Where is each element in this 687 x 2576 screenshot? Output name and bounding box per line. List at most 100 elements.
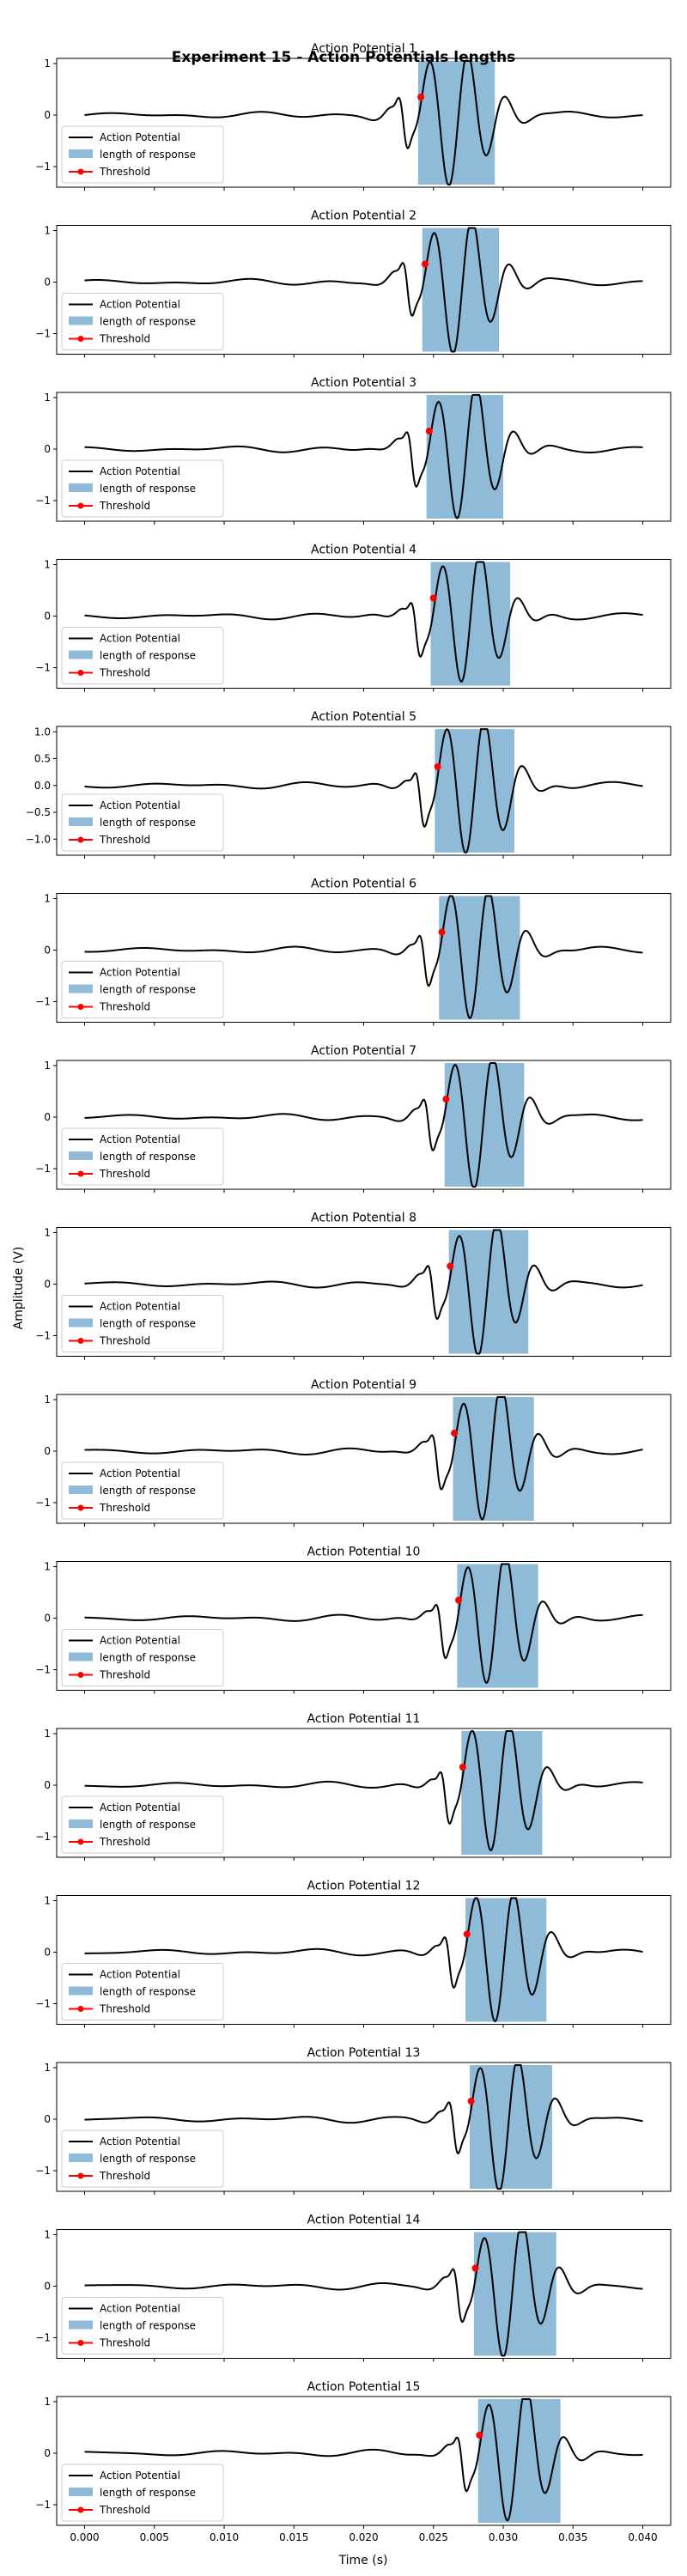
y-tick-label: 0 [44,2113,51,2125]
subplot-3: Action Potential 3 −1 0 1 Action Potential le… [35,376,672,525]
subplot-title: Action Potential 12 [307,1880,421,1893]
subplot-title: Action Potential 6 [311,878,416,891]
legend-span-swatch [69,1820,93,1828]
legend: Action Potential length of response Thresh… [61,627,224,684]
subplot-8: Action Potential 8 −1 0 1 Action Potential le… [35,1212,672,1360]
subplot-10: Action Potential 10 −1 0 1 Action Potential l… [35,1546,672,1694]
legend-label: Action Potential [100,2470,180,2482]
y-tick-label: −1 [35,1664,51,1676]
action-potential-trace [84,227,643,353]
legend-label: length of response [100,1986,196,1998]
response-span [470,2065,552,2189]
legend-label: length of response [100,1485,196,1497]
legend-threshold-marker [77,2006,84,2012]
y-tick-label: 1 [44,1561,51,1573]
legend-box [61,2297,224,2354]
legend-threshold-marker [77,1672,84,1678]
legend-label: Action Potential [100,967,180,979]
legend-span-swatch [69,2488,93,2496]
legend-threshold-marker [77,1004,84,1010]
legend-box [61,793,224,852]
legend: Action Potential length of response Thresh… [61,1629,224,1686]
legend-label: Threshold [99,1001,150,1013]
threshold-marker [455,1596,462,1604]
y-tick-label: 0 [44,1279,51,1291]
y-tick-label: −1 [35,1497,51,1509]
legend-box [61,1461,224,1520]
subplot-title: Action Potential 5 [311,710,416,724]
legend: Action Potential length of response Thresh… [61,1295,224,1352]
legend-span-swatch [69,984,93,993]
y-tick-label: 0 [44,109,51,121]
legend: Action Potential length of response Thresh… [61,1127,224,1186]
legend-box [61,961,224,1018]
legend: Action Potential length of response Thresh… [61,1795,224,1854]
legend-threshold-marker [77,1170,84,1177]
threshold-marker [438,928,446,936]
y-tick-label: 1 [44,559,51,571]
y-tick-label: −1 [35,2332,51,2344]
subplot-title: Action Potential 4 [311,544,416,557]
threshold-marker [425,428,433,434]
legend: Action Potential length of response Thresh… [61,459,224,518]
threshold-marker [459,1764,466,1771]
legend-threshold-marker [77,1838,84,1845]
legend-label: Threshold [99,500,150,512]
y-tick-label: 0.0 [34,780,51,792]
action-potential-trace [84,1229,643,1355]
y-tick-label: 0 [44,2281,51,2293]
threshold-marker [471,2264,479,2272]
response-span [426,395,503,519]
subplot-5: Action Potential 5 −1.0 −0.5 0.0 0.5 1.0 Actio… [26,710,672,859]
y-tick-label: −1 [35,1998,51,2010]
legend-box [61,293,224,350]
x-axis-label: Time (s) [338,2554,388,2567]
y-tick-label: 0 [44,1613,51,1625]
y-tick-label: −1 [35,495,51,507]
legend-span-swatch [69,2154,93,2162]
subplot-stack: Action Potential 1 −1 0 1 Action Potential le… [26,42,672,2543]
action-potential-trace [84,2231,643,2357]
threshold-marker [417,94,425,100]
legend-threshold-marker [77,1504,84,1511]
subplot-title: Action Potential 1 [311,42,416,56]
response-span [473,2232,556,2356]
legend-threshold-marker [77,670,84,676]
y-tick-label: −1 [35,328,51,340]
threshold-marker [451,1430,459,1437]
action-potential-trace [84,728,643,854]
action-potential-trace [84,895,643,1019]
action-potential-trace [84,2398,643,2522]
legend: Action Potential length of response Thresh… [61,125,224,184]
subplot-7: Action Potential 7 −1 0 1 Action Potential le… [35,1044,672,1193]
legend-label: Action Potential [100,2303,180,2315]
y-tick-label: 0.5 [34,753,51,765]
legend-box [61,1629,224,1686]
legend: Action Potential length of response Thresh… [61,2297,224,2354]
legend-threshold-marker [77,2506,84,2513]
subplot-14: Action Potential 14 −1 0 1 Action Potential l… [35,2214,672,2362]
legend-label: Threshold [99,1669,150,1681]
legend-box [61,1795,224,1854]
legend-label: Action Potential [100,1301,180,1313]
subplot-title: Action Potential 7 [311,1044,416,1058]
figure-suptitle: Experiment 15 - Action Potentials length… [172,49,515,66]
legend-label: Threshold [99,333,150,345]
threshold-marker [442,1096,450,1103]
legend: Action Potential length of response Thresh… [61,293,224,350]
legend-label: Action Potential [100,299,180,311]
y-tick-label: 0 [44,611,51,623]
x-tick-label: 0.020 [349,2531,378,2543]
legend: Action Potential length of response Thresh… [61,2464,224,2522]
threshold-marker [476,2432,483,2439]
subplot-title: Action Potential 11 [307,1712,421,1726]
legend-label: Threshold [99,2337,150,2349]
y-tick-label: −1 [35,996,51,1008]
legend-label: Threshold [99,1836,150,1848]
legend-span-swatch [69,316,93,325]
subplot-title: Action Potential 14 [307,2214,421,2227]
y-tick-label: −1 [35,662,51,674]
legend-box [61,1295,224,1352]
legend-label: length of response [100,1819,196,1831]
subplot-1: Action Potential 1 −1 0 1 Action Potential le… [35,42,672,191]
